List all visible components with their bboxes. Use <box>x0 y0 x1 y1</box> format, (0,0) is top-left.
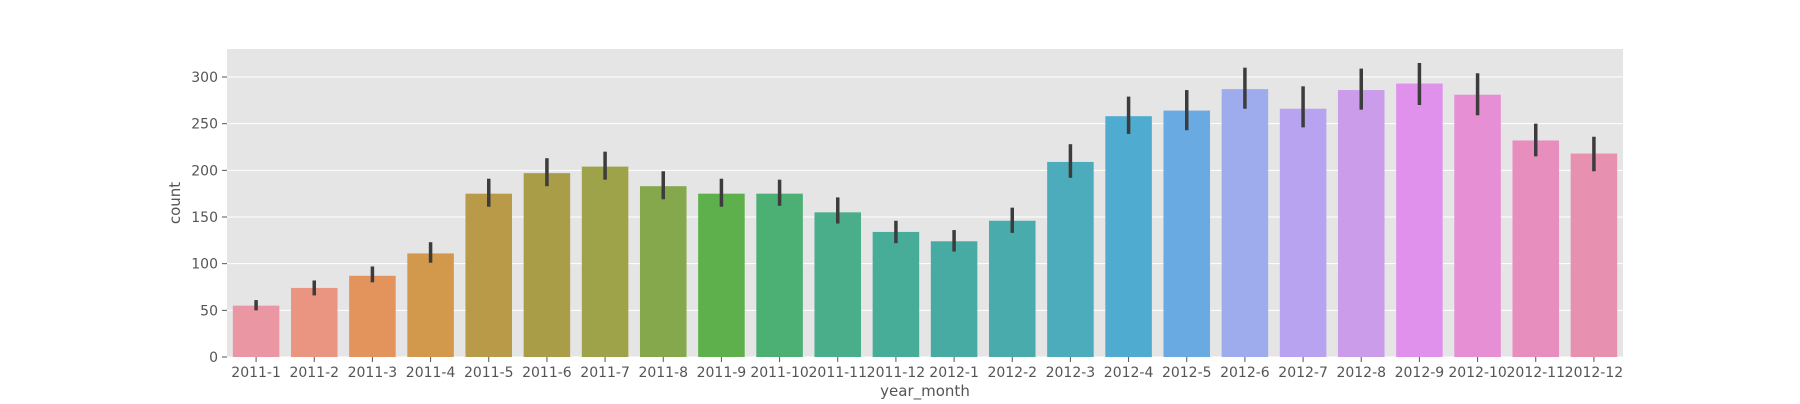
x-tick-label: 2011-3 <box>348 365 398 381</box>
bars <box>232 83 1618 358</box>
x-tick-label: 2011-9 <box>697 365 747 381</box>
x-tick-label: 2012-5 <box>1162 365 1212 381</box>
bar <box>639 186 687 357</box>
grid-lines <box>227 76 1623 358</box>
x-tick-label: 2011-10 <box>750 365 809 381</box>
y-tick-label: 50 <box>200 303 218 319</box>
plot-area <box>227 49 1623 357</box>
bar <box>465 193 513 357</box>
x-tick-label: 2011-4 <box>406 365 456 381</box>
x-tick-label: 2011-2 <box>289 365 339 381</box>
bar <box>290 287 338 357</box>
bar <box>1105 116 1152 357</box>
x-axis-label: year_month <box>880 382 970 400</box>
x-tick-label: 2011-8 <box>638 365 688 381</box>
y-tick-label: 0 <box>209 350 218 366</box>
bar <box>930 241 978 357</box>
bar <box>814 212 862 357</box>
x-tick-label: 2011-5 <box>464 365 514 381</box>
x-tick-label: 2012-11 <box>1507 365 1566 381</box>
x-tick-label: 2011-11 <box>809 365 868 381</box>
y-tick-label: 250 <box>191 117 218 133</box>
bar <box>1337 90 1385 358</box>
x-tick-label: 2011-1 <box>231 365 281 381</box>
bar <box>872 231 920 357</box>
x-tick-label: 2012-6 <box>1220 365 1270 381</box>
x-tick-label: 2012-12 <box>1565 365 1624 381</box>
bar <box>523 173 571 357</box>
bar <box>232 305 280 357</box>
x-tick-label: 2011-12 <box>867 365 926 381</box>
y-tick-label: 200 <box>191 163 218 179</box>
bar <box>581 166 629 357</box>
x-tick-label: 2011-7 <box>580 365 630 381</box>
x-tick-label: 2012-10 <box>1448 365 1507 381</box>
bar <box>1512 140 1560 357</box>
x-tick-label: 2012-3 <box>1046 365 1096 381</box>
bar <box>1047 161 1094 357</box>
x-tick-label: 2012-2 <box>987 365 1037 381</box>
y-tick-label: 150 <box>191 210 218 226</box>
bar <box>1163 110 1211 357</box>
bar <box>1221 89 1269 357</box>
bar <box>756 193 803 357</box>
bar <box>1570 153 1618 357</box>
y-tick-label: 100 <box>191 257 218 273</box>
x-tick-label: 2012-7 <box>1278 365 1328 381</box>
x-tick-label: 2012-8 <box>1336 365 1386 381</box>
x-tick-label: 2012-1 <box>929 365 979 381</box>
bar <box>407 253 454 357</box>
y-axis-label: count <box>166 182 184 224</box>
bar <box>349 275 396 357</box>
y-axis: 0 50 100 150 200 250 300 <box>191 70 227 366</box>
x-tick-label: 2012-4 <box>1104 365 1154 381</box>
bar <box>1454 94 1501 357</box>
bar <box>1396 83 1443 358</box>
error-bars <box>254 63 1596 311</box>
x-tick-label: 2011-6 <box>522 365 572 381</box>
bar <box>698 193 745 357</box>
bar <box>988 220 1036 357</box>
x-tick-label: 2012-9 <box>1395 365 1445 381</box>
bar <box>1279 108 1327 357</box>
y-tick-label: 300 <box>191 70 218 86</box>
x-axis: 2011-1 2011-2 2011-3 2011-4 2011-5 2011-6 2011… <box>231 357 1623 381</box>
